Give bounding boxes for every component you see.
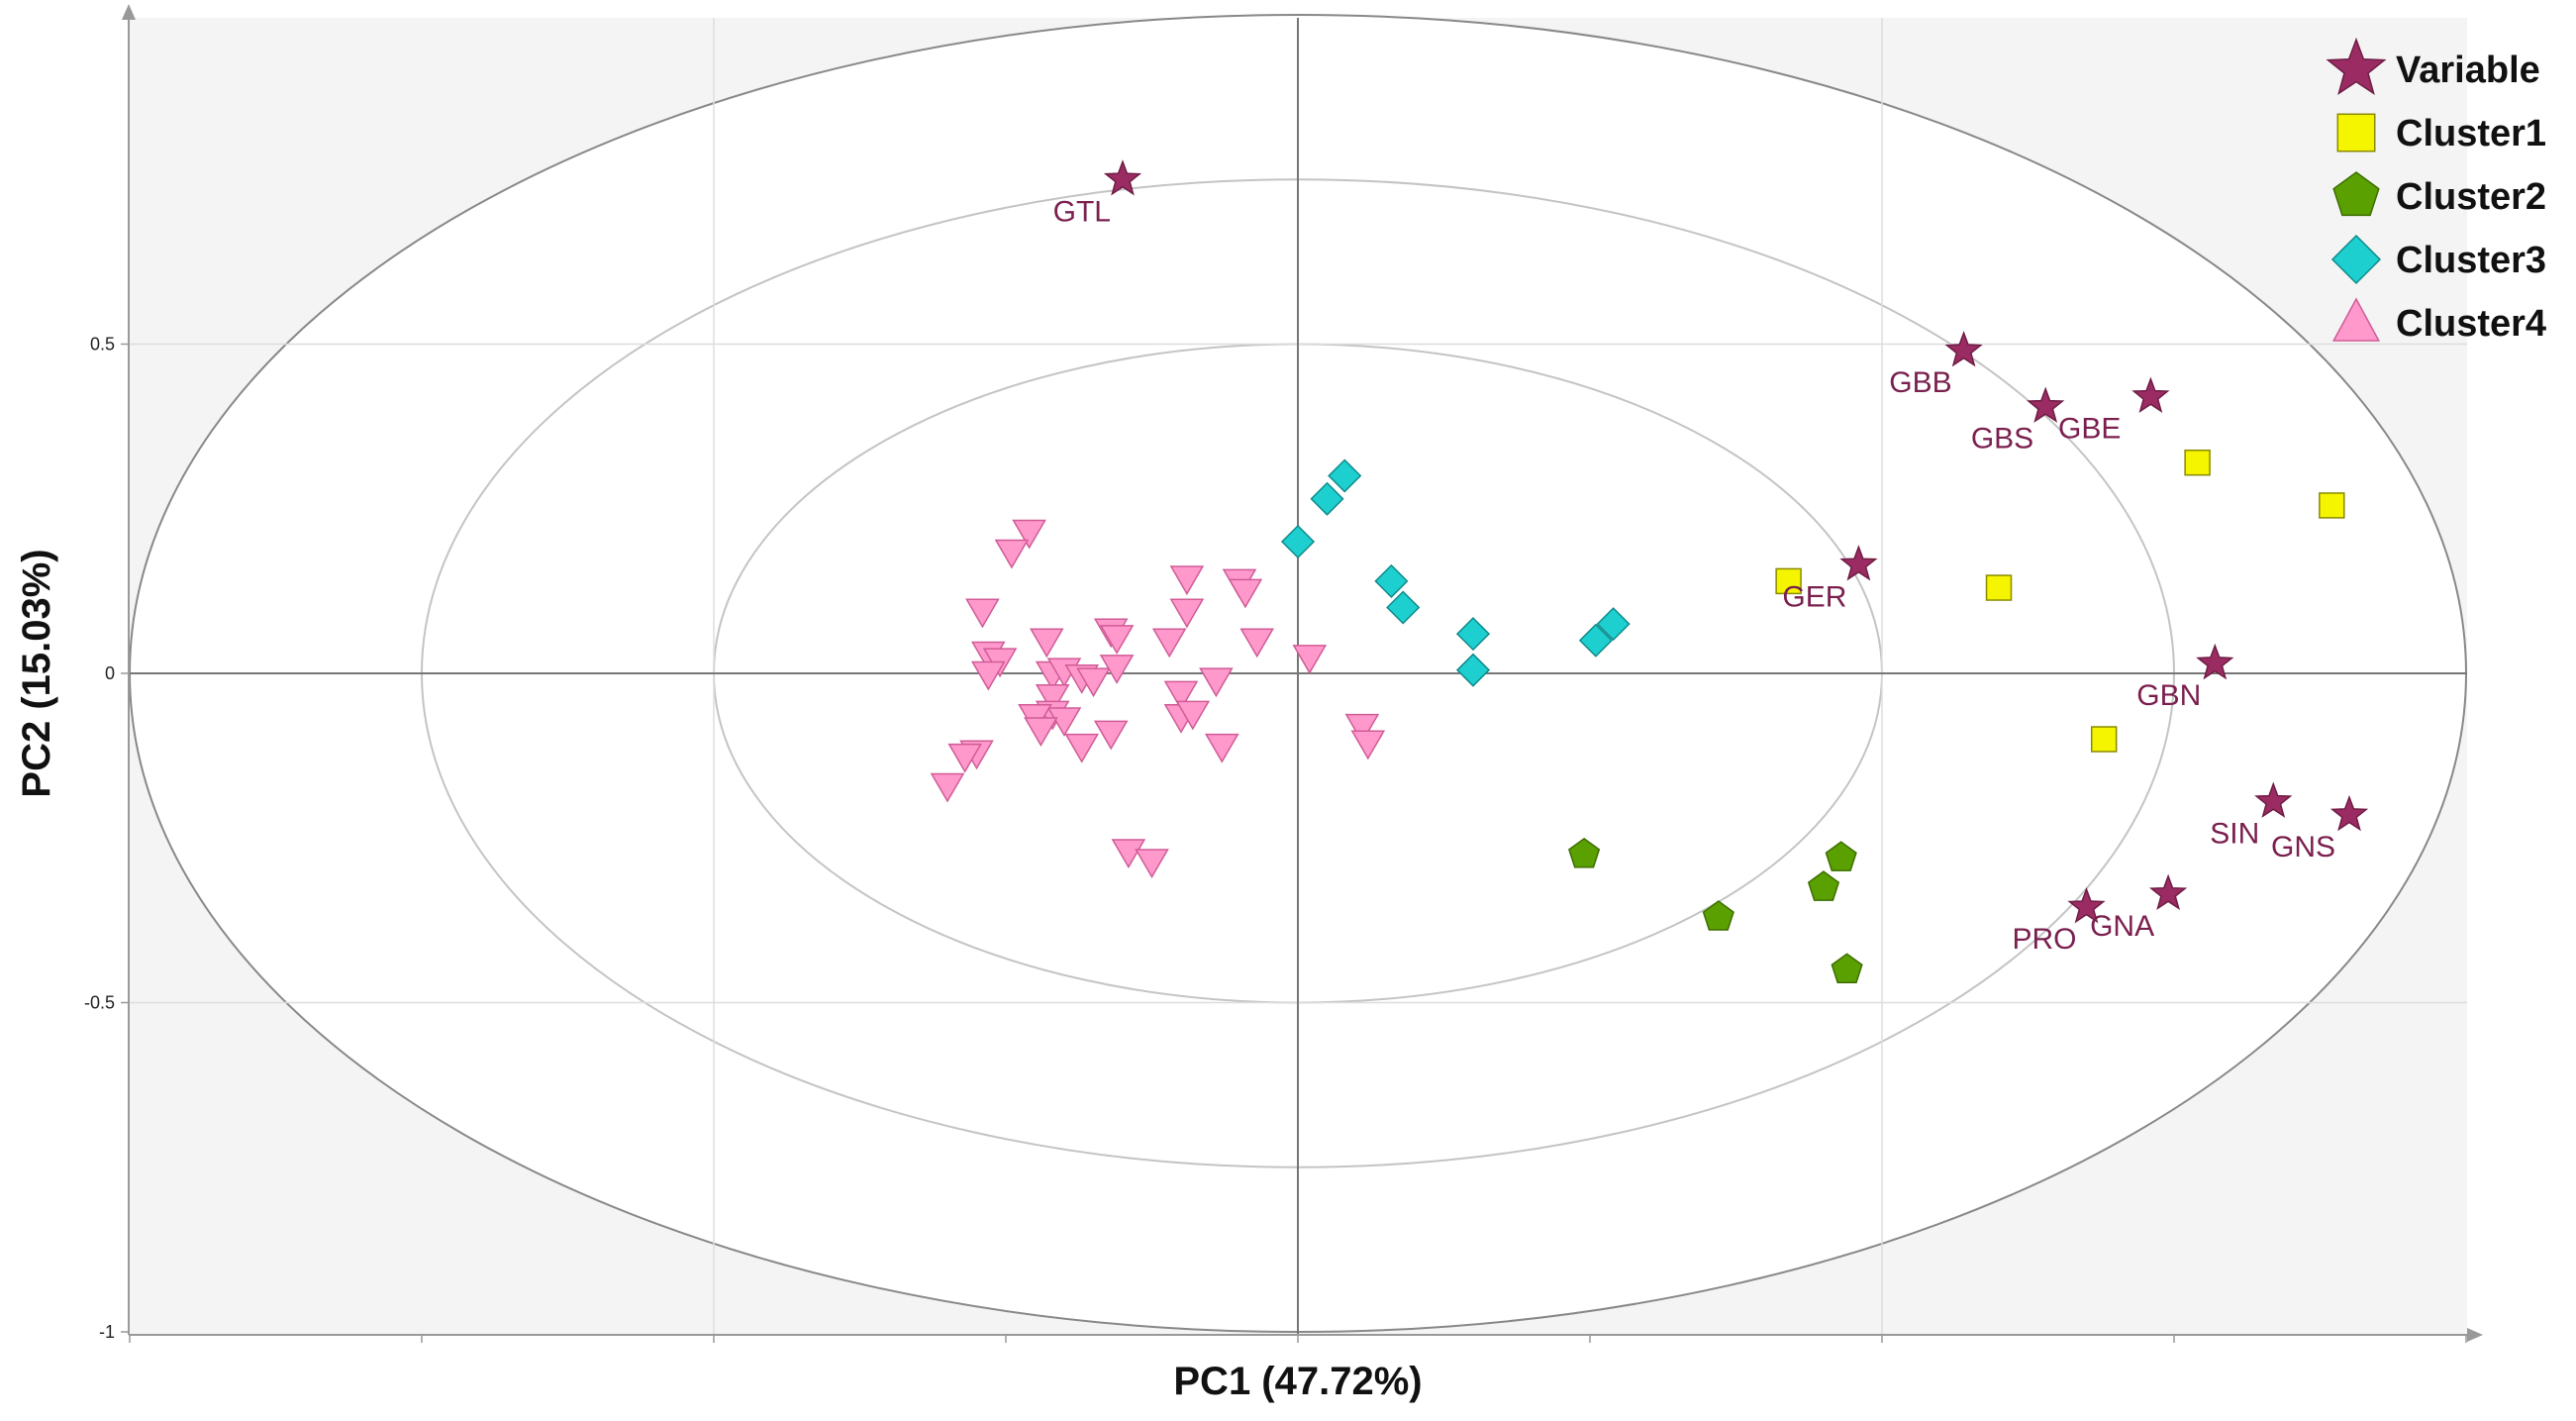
y-tick-label: -1 [99, 1322, 115, 1342]
cluster1-point [1775, 567, 1802, 595]
cluster4-point [1169, 598, 1205, 629]
x-axis-title: PC1 (47.72%) [1173, 1360, 1422, 1403]
variable-label: GBE [2058, 413, 2121, 446]
variable-label: GNA [2090, 910, 2154, 943]
cluster4-point [1199, 667, 1234, 698]
cluster4-point [1163, 680, 1199, 711]
legend-marker-cluster4 [2331, 297, 2381, 342]
variable-star [2329, 794, 2369, 832]
variable-star [2196, 643, 2234, 680]
cluster2-point [1807, 870, 1840, 901]
cluster4-point [1035, 684, 1070, 714]
cluster4-point [1292, 645, 1328, 674]
cluster4-point [1350, 730, 1386, 761]
cluster4-point [1135, 849, 1169, 879]
cluster2-point [1831, 953, 1863, 983]
legend-marker-cluster1 [2336, 113, 2376, 152]
variable-star [2027, 386, 2065, 423]
legend-marker-cluster3 [2330, 234, 2382, 285]
cluster1-point [2184, 449, 2211, 476]
cluster4-point [1175, 700, 1211, 731]
legend-label-cluster3: Cluster3 [2396, 240, 2546, 281]
cluster3-point [1578, 623, 1613, 658]
legend: Variable Cluster1 Cluster2 Cluster3 Cluster4 [2326, 37, 2546, 345]
cluster4-point [1093, 720, 1129, 751]
variable-star [1944, 331, 1983, 367]
cluster4-point [1064, 733, 1100, 763]
legend-label-variable: Variable [2396, 50, 2540, 91]
cluster4-point [1228, 578, 1263, 609]
legend-marker-variable [2326, 37, 2387, 96]
cluster4-point [1076, 667, 1111, 698]
cluster2-point [1702, 900, 1734, 931]
cluster1-point [2090, 726, 2118, 753]
cluster4-point [1046, 707, 1082, 738]
cluster3-point [1455, 617, 1491, 652]
cluster3-point [1386, 590, 1421, 625]
cluster4-point [994, 539, 1030, 569]
y-tick-label: 0.5 [90, 335, 115, 355]
legend-label-cluster1: Cluster1 [2396, 113, 2546, 154]
cluster4-point [1151, 628, 1187, 659]
cluster4-point [947, 743, 983, 773]
cluster1-point [1985, 574, 2013, 601]
cluster3-point [1374, 563, 1409, 598]
variable-label: GER [1782, 580, 1846, 613]
variable-star [2148, 873, 2188, 911]
cluster4-point [1024, 717, 1058, 748]
cluster4-point [1204, 733, 1239, 763]
y-tick-label: 0 [105, 663, 115, 683]
cluster3-point [1328, 458, 1362, 493]
variable-loadings: GTL GBB GBS GBE GER GBN SIN GNS PRO GNA [1053, 159, 2369, 956]
y-tick-labels: 0.5 0 -0.5 -1 [84, 335, 129, 1342]
cluster2-point [1568, 837, 1601, 868]
cluster2-point [1825, 841, 1857, 871]
cluster-points [930, 449, 2345, 983]
cluster4-point [1012, 519, 1046, 550]
cluster4-point [1344, 713, 1380, 744]
variable-star [2131, 376, 2170, 414]
y-axis-title: PC2 (15.03%) [15, 549, 58, 797]
y-axis-arrow [122, 4, 136, 20]
cluster4-point [1099, 655, 1135, 684]
cluster4-point [1111, 839, 1146, 869]
variable-label: GBB [1889, 366, 1951, 399]
variable-label: GBN [2136, 679, 2201, 712]
cluster3-point [1596, 607, 1631, 642]
cluster4-point [965, 598, 1000, 629]
cluster3-point [1280, 524, 1316, 559]
variable-label: GNS [2271, 831, 2335, 863]
variable-label: PRO [2012, 923, 2076, 956]
variable-label: SIN [2210, 818, 2259, 851]
legend-label-cluster4: Cluster4 [2396, 303, 2546, 345]
cluster4-point [1169, 565, 1205, 596]
variable-label: GBS [1971, 423, 2033, 456]
variable-star [1103, 159, 1142, 196]
cluster3-point [1455, 653, 1491, 687]
cluster1-point [2319, 492, 2345, 519]
cluster4-point [930, 772, 965, 803]
legend-marker-cluster2 [2332, 171, 2380, 217]
variable-label: GTL [1053, 195, 1111, 228]
y-tick-label: -0.5 [84, 993, 115, 1013]
cluster4-point [1239, 628, 1275, 659]
axes [122, 4, 2483, 1343]
variable-star [2254, 781, 2293, 818]
cluster4-point [970, 660, 1006, 691]
variable-star [1839, 545, 1878, 581]
legend-label-cluster2: Cluster2 [2396, 176, 2546, 218]
x-axis-arrow [2467, 1328, 2483, 1342]
cluster4-point [1099, 625, 1135, 655]
cluster4-point [1029, 628, 1064, 659]
cluster3-point [1310, 481, 1344, 516]
variable-star [2067, 886, 2106, 924]
